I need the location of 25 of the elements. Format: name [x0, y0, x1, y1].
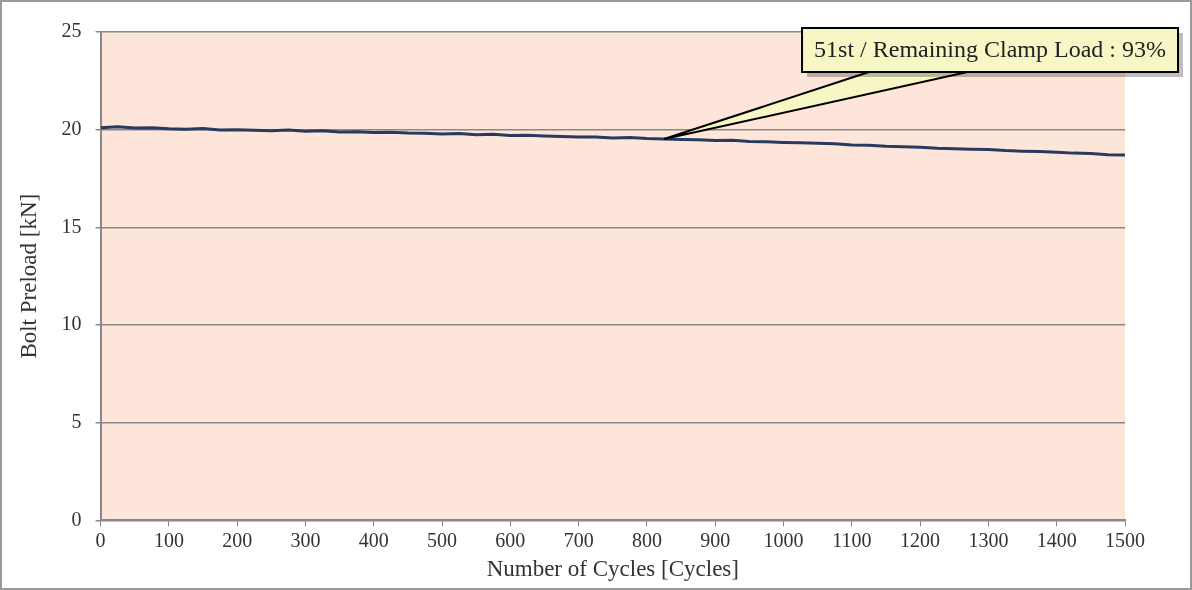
x-tick-label: 700 [563, 528, 594, 551]
y-tick-label: 10 [61, 312, 82, 335]
y-tick-label: 5 [71, 409, 82, 432]
y-tick-label: 15 [61, 214, 82, 237]
x-tick-label: 500 [427, 528, 458, 551]
y-tick-label: 20 [61, 116, 82, 139]
x-tick-label: 1500 [1105, 528, 1145, 551]
x-tick-label: 800 [631, 528, 662, 551]
x-tick-label: 1200 [900, 528, 941, 551]
x-tick-label: 1100 [832, 528, 872, 551]
x-tick-label: 300 [290, 528, 321, 551]
x-tick-label: 600 [495, 528, 526, 551]
x-tick-label: 400 [358, 528, 389, 551]
x-tick-label: 0 [95, 528, 106, 551]
x-tick-label: 1400 [1036, 528, 1077, 551]
x-tick-label: 1300 [968, 528, 1009, 551]
y-tick-label: 0 [71, 507, 82, 530]
x-tick-label: 900 [700, 528, 731, 551]
x-tick-label: 100 [153, 528, 184, 551]
y-tick-label: 25 [61, 19, 82, 42]
x-tick-label: 1000 [763, 528, 804, 551]
annotation: 51st / Remaining Clamp Load : 93% [814, 36, 1167, 63]
x-axis-title: Number of Cycles [Cycles] [486, 556, 739, 582]
y-axis-title: Bolt Preload [kN] [15, 193, 41, 359]
x-tick-label: 200 [222, 528, 253, 551]
